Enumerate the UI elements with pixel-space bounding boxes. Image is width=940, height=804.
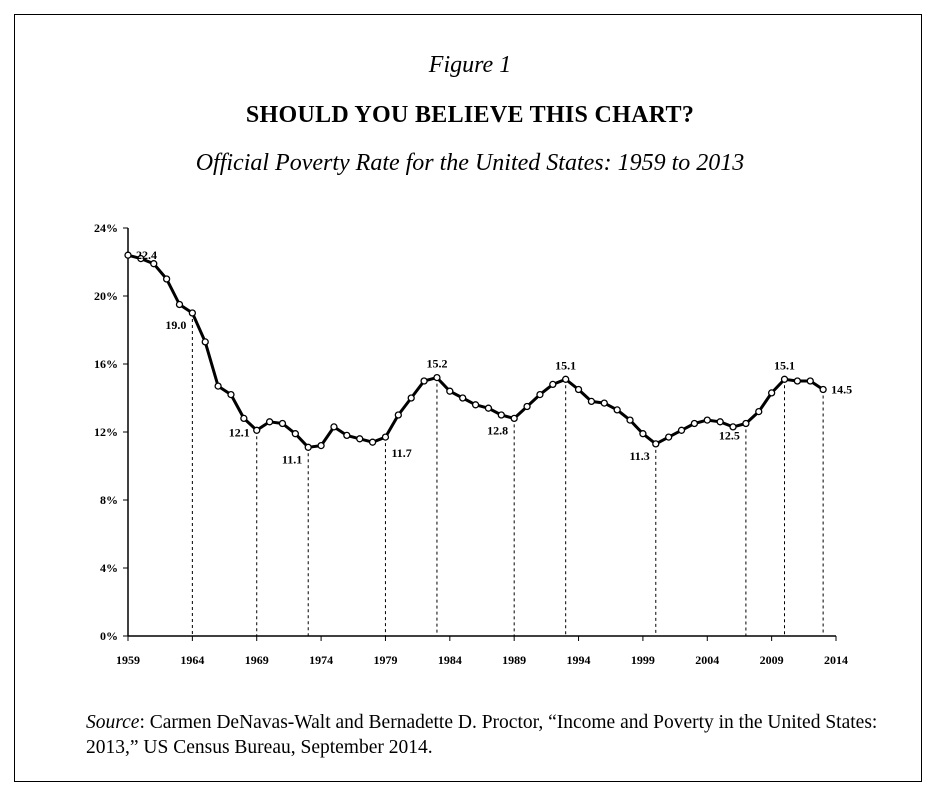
data-point <box>471 401 480 409</box>
data-label: 15.2 <box>426 357 447 371</box>
data-point <box>806 377 814 385</box>
x-tick-label: 1984 <box>438 653 462 667</box>
x-tick-label: 1999 <box>631 653 655 667</box>
y-tick-label: 20% <box>94 289 118 303</box>
data-point <box>201 338 209 346</box>
x-tick-label: 1964 <box>180 653 204 667</box>
data-point <box>446 387 454 395</box>
data-point <box>510 414 518 423</box>
data-point <box>626 416 634 424</box>
data-point <box>767 389 776 397</box>
data-point <box>304 443 312 451</box>
data-label: 12.5 <box>719 429 740 443</box>
data-label: 14.5 <box>831 383 852 397</box>
data-point <box>536 390 544 399</box>
chart-subtitle: Official Poverty Rate for the United Sta… <box>195 150 745 176</box>
source-text: : Carmen DeNavas-Walt and Bernadette D. … <box>86 712 878 758</box>
y-tick-label: 16% <box>94 357 118 371</box>
data-point <box>240 414 248 423</box>
data-point <box>124 251 132 259</box>
data-point <box>819 385 827 394</box>
data-point <box>690 419 699 428</box>
data-point <box>265 418 274 426</box>
x-tick-label: 1979 <box>373 653 397 667</box>
data-point <box>639 430 647 438</box>
data-label: 19.0 <box>165 318 186 332</box>
data-point <box>600 399 608 407</box>
data-point <box>356 435 364 443</box>
data-point <box>613 406 621 414</box>
x-tick-label: 1989 <box>502 653 526 667</box>
data-point <box>703 416 711 424</box>
data-point <box>484 404 493 412</box>
data-point <box>729 423 737 431</box>
y-tick-label: 4% <box>100 561 118 575</box>
data-point <box>665 433 673 441</box>
x-tick-label: 1994 <box>567 653 591 667</box>
data-label: 11.1 <box>282 452 302 466</box>
x-tick-label: 2009 <box>760 653 784 667</box>
data-label: 12.8 <box>487 423 508 437</box>
data-point <box>420 377 428 385</box>
x-tick-label: 2004 <box>695 653 719 667</box>
data-point <box>291 430 299 438</box>
data-point <box>214 382 222 390</box>
data-point <box>574 385 583 394</box>
y-tick-label: 0% <box>100 629 118 643</box>
data-point <box>677 426 686 434</box>
y-tick-label: 8% <box>100 493 118 507</box>
data-point <box>381 433 390 441</box>
data-point <box>278 419 287 428</box>
data-point <box>343 431 351 440</box>
data-label: 22.4 <box>136 248 157 262</box>
data-point <box>793 377 802 385</box>
data-point <box>755 407 763 416</box>
data-point <box>162 275 171 283</box>
figure-frame <box>14 14 922 782</box>
data-point <box>227 390 235 399</box>
y-tick-label: 24% <box>94 221 118 235</box>
data-point <box>587 397 596 406</box>
data-point <box>459 394 467 402</box>
data-point <box>716 418 724 426</box>
data-point <box>330 423 338 431</box>
data-label: 15.1 <box>774 358 795 372</box>
data-point <box>175 300 184 309</box>
data-label: 11.7 <box>391 446 411 460</box>
chart-title: SHOULD YOU BELIEVE THIS CHART? <box>245 102 695 128</box>
data-point <box>407 394 415 402</box>
data-point <box>497 411 505 419</box>
data-point <box>523 402 531 411</box>
x-tick-label: 1959 <box>116 653 140 667</box>
x-tick-label: 2014 <box>824 653 848 667</box>
data-label: 15.1 <box>555 358 576 372</box>
x-tick-label: 1974 <box>309 653 333 667</box>
source-note: Source: Carmen DeNavas-Walt and Bernadet… <box>86 710 886 760</box>
data-point <box>317 441 325 450</box>
figure-label: Figure 1 <box>428 52 512 78</box>
data-point <box>150 260 158 268</box>
data-point <box>368 438 377 446</box>
data-label: 11.3 <box>629 449 649 463</box>
data-point <box>433 373 441 382</box>
data-point <box>137 254 145 263</box>
data-point <box>780 375 789 383</box>
x-tick-label: 1969 <box>245 653 269 667</box>
y-tick-label: 12% <box>94 425 118 439</box>
source-label: Source <box>86 712 140 733</box>
data-point <box>549 380 557 389</box>
data-point <box>742 419 750 428</box>
data-point <box>394 411 402 419</box>
data-point <box>652 440 660 448</box>
data-point <box>253 426 261 434</box>
data-point <box>188 309 197 317</box>
data-point <box>562 375 570 383</box>
data-label: 12.1 <box>229 425 250 439</box>
